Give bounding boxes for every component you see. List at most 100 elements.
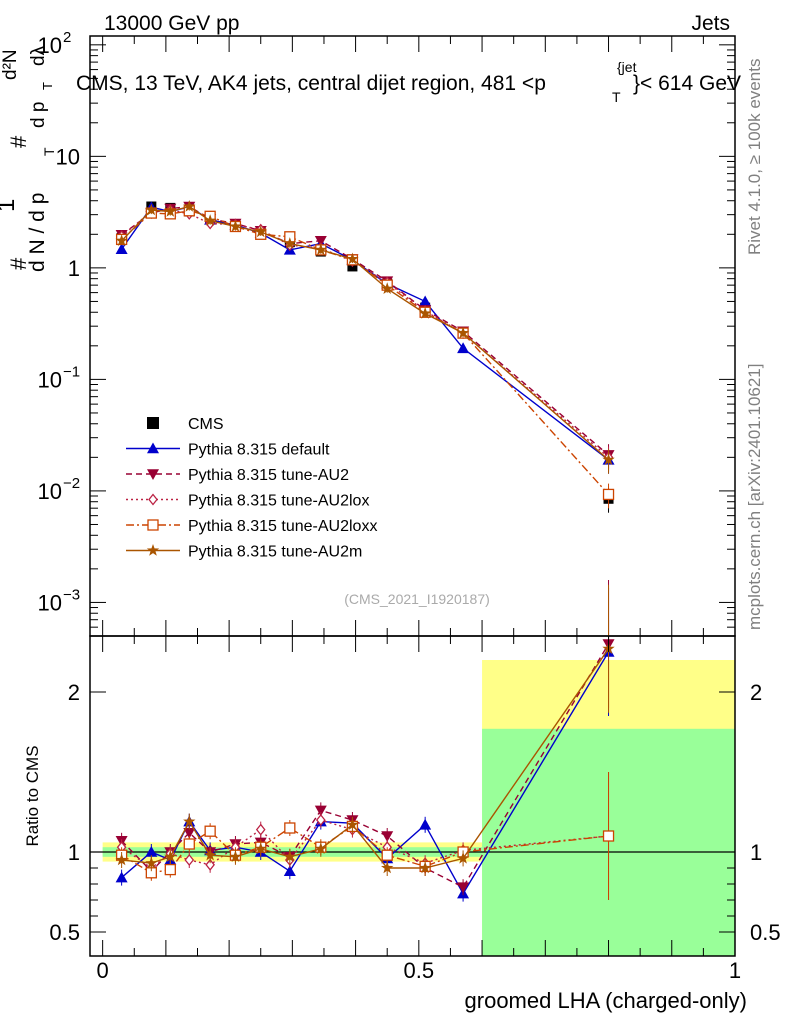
data-point	[419, 295, 432, 307]
main-y-tick-label-base: 10	[56, 144, 80, 169]
jets-label: Jets	[691, 12, 730, 35]
ratio-data-point	[205, 858, 215, 871]
ratio-data-point	[254, 842, 267, 855]
ratio-data-point	[183, 815, 196, 827]
ratio-data-point	[346, 818, 359, 831]
plot-title-main: CMS, 13 TeV, AK4 jets, central dijet reg…	[76, 72, 546, 95]
legend-item: Pythia 8.315 tune-AU2loxx	[126, 518, 377, 535]
legend-label: CMS	[188, 416, 224, 433]
ratio-series-line	[121, 648, 610, 869]
ylabel-dN-dpT: d N / d p	[26, 193, 49, 272]
x-tick-label: 0.5	[404, 958, 435, 983]
ylabel-T-sub-1: T	[41, 147, 57, 156]
ratio-data-point	[381, 861, 394, 874]
legend-label: Pythia 8.315 tune-AU2lox	[188, 493, 369, 510]
x-tick-label: 1	[729, 958, 741, 983]
data-point	[346, 252, 359, 265]
rivet-version-label: Rivet 4.1.0, ≥ 100k events	[745, 59, 764, 255]
ylabel-T-sub-2: T	[40, 82, 55, 90]
x-tick-label: 0	[97, 958, 109, 983]
x-axis-label: groomed LHA (charged-only)	[465, 988, 747, 1013]
legend-marker	[148, 493, 158, 506]
ratio-data-point	[229, 850, 242, 863]
ratio-data-point	[456, 851, 470, 864]
main-y-tick-label-exponent: −2	[63, 475, 80, 492]
ratio-data-point	[314, 805, 327, 817]
legend-label: Pythia 8.315 tune-AU2	[188, 467, 349, 484]
data-point	[602, 488, 615, 501]
mcplots-source-label: mcplots.cern.ch [arXiv:2401.10621]	[745, 364, 764, 630]
main-y-axis-label: # 1 d N / d p T # d²N d p T dλ	[0, 45, 57, 272]
plot-title: CMS, 13 TeV, AK4 jets, central dijet reg…	[76, 59, 741, 105]
data-point	[314, 235, 327, 247]
ratio-data-point	[419, 818, 432, 830]
main-y-tick-label-base: 1	[68, 256, 80, 281]
legend-label: Pythia 8.315 tune-AU2loxx	[188, 518, 377, 535]
data-point	[145, 203, 158, 216]
legend-item: CMS	[147, 416, 224, 433]
ylabel-d2N: d²N	[0, 49, 21, 80]
main-y-tick-label-exponent: −1	[63, 363, 80, 380]
ratio-data-point	[381, 831, 394, 842]
data-point	[283, 237, 297, 249]
series-line	[121, 205, 609, 456]
ratio-data-point	[602, 830, 615, 842]
main-y-tick-label-exponent: −3	[63, 586, 80, 603]
data-point	[164, 205, 177, 217]
main-y-tick-label: 10 −3	[38, 586, 81, 615]
plot-title-subscript: T	[612, 89, 621, 105]
legend: CMS Pythia 8.315 default Pythia 8.315 tune…	[126, 416, 377, 561]
data-point	[381, 282, 394, 294]
ratio-data-point	[284, 822, 296, 834]
ratio-y-tick-label-left: 0.5	[49, 920, 80, 945]
data-point	[115, 243, 128, 255]
data-point	[254, 225, 267, 238]
legend-item: Pythia 8.315 tune-AU2m	[126, 544, 362, 561]
beam-energy-label: 13000 GeV pp	[104, 12, 239, 35]
legend-item: Pythia 8.315 default	[126, 442, 330, 459]
legend-marker	[147, 519, 159, 531]
legend-item: Pythia 8.315 tune-AU2	[126, 467, 349, 484]
ratio-data-point	[381, 849, 393, 861]
ratio-data-point	[283, 850, 297, 863]
main-y-tick-label-base: 10	[38, 479, 62, 504]
legend-marker	[147, 469, 159, 480]
main-y-tick-label-base: 10	[38, 590, 62, 615]
ratio-data-point	[183, 838, 195, 850]
analysis-id-watermark: (CMS_2021_I1920187)	[344, 591, 490, 607]
data-point	[203, 214, 217, 226]
series-line	[121, 210, 610, 495]
main-y-tick-label: 10 −1	[38, 363, 81, 392]
ratio-data-point	[418, 861, 432, 874]
main-y-tick-label: 10 −2	[38, 475, 81, 504]
legend-marker	[147, 417, 159, 429]
main-y-tick-label-base: 10	[38, 367, 62, 392]
ratio-data-point	[203, 848, 217, 861]
data-point	[183, 200, 196, 212]
ylabel-hash-1: #	[6, 257, 31, 270]
ratio-plot-frame	[89, 635, 736, 957]
plot-title-superscript: {jet	[617, 59, 637, 75]
data-point	[456, 326, 470, 339]
legend-marker	[146, 544, 160, 556]
data-point	[229, 219, 242, 232]
ratio-y-tick-label-right: 1	[750, 840, 762, 865]
data-point	[602, 453, 615, 466]
ratio-data-point	[115, 853, 128, 866]
legend-marker	[147, 442, 159, 454]
ratio-y-axis-label: Ratio to CMS	[23, 745, 42, 846]
main-y-tick-label: 1	[68, 256, 80, 281]
ylabel-hash-2: #	[6, 135, 31, 148]
data-point	[457, 342, 470, 354]
ratio-data-point	[255, 823, 266, 836]
ratio-data-point	[184, 853, 195, 867]
data-point	[314, 243, 327, 256]
series-pythia-8-315-tune-au2m	[115, 200, 615, 474]
ratio-data-point	[204, 825, 216, 837]
main-y-tick-label: 10 2	[38, 29, 72, 58]
ratio-y-tick-label-left: 2	[68, 680, 80, 705]
data-point	[115, 234, 128, 247]
legend-label: Pythia 8.315 default	[188, 442, 330, 459]
ylabel-dpT: d p	[28, 102, 49, 128]
ylabel-dlambda: dλ	[28, 45, 49, 66]
